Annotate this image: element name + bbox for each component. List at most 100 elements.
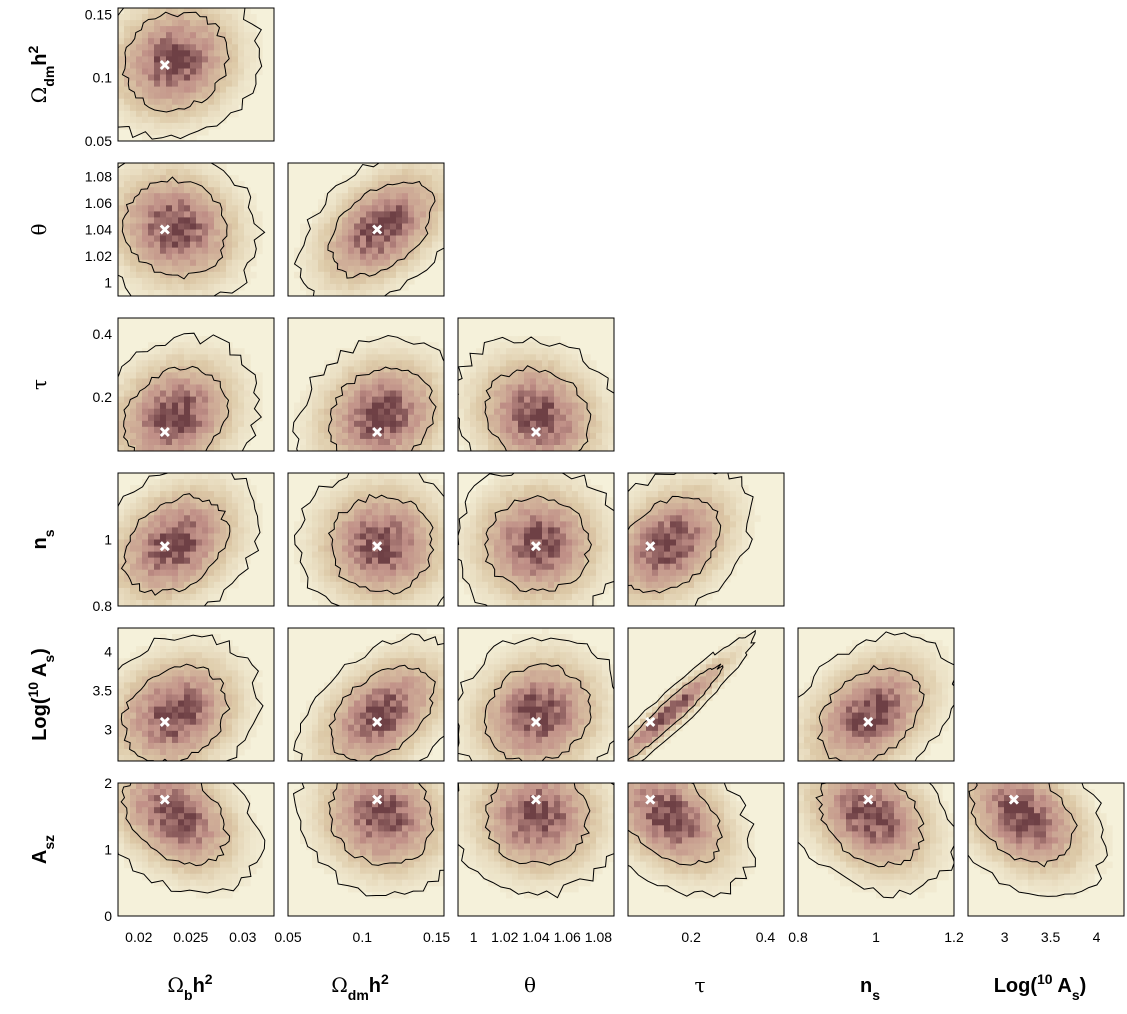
panel-frame	[287, 627, 445, 762]
y-tick-label: 1	[104, 275, 112, 291]
contour-68	[327, 366, 437, 451]
x-axis-label-tau: τ	[694, 973, 705, 997]
y-tick-label: 1.06	[85, 195, 112, 211]
x-tick-label: 0.15	[423, 929, 450, 945]
contour-68	[327, 180, 436, 279]
y-tick-label: 3	[104, 722, 112, 738]
y-tick-label: 1	[104, 532, 112, 548]
panel-log_as-vs-tau	[627, 627, 785, 762]
y-axis-label-log_as: Log(10 As)	[25, 648, 57, 741]
panel-n_s-vs-omega_dm	[287, 472, 445, 607]
fiducial-marker	[530, 541, 542, 552]
panel-a_sz-vs-n_s	[797, 782, 955, 917]
panel-frame	[797, 627, 955, 762]
contour-95	[118, 8, 263, 140]
contour-68	[121, 11, 230, 113]
y-tick-label: 0	[104, 908, 112, 924]
panel-frame	[457, 472, 615, 607]
panel-frame	[117, 7, 275, 142]
panel-a_sz-vs-omega_b	[117, 782, 275, 917]
fiducial-marker	[645, 794, 656, 805]
x-tick-label: 0.025	[173, 929, 208, 945]
contour-68	[484, 365, 592, 451]
contour-68	[628, 783, 723, 866]
panel-theta-vs-omega_b	[117, 162, 275, 297]
y-tick-label: 3.5	[93, 683, 113, 699]
y-tick-label: 0.8	[93, 598, 113, 614]
x-tick-label: 0.1	[353, 929, 373, 945]
x-tick-label: 1.06	[554, 929, 581, 945]
panel-frame	[627, 627, 785, 762]
contour-68	[120, 663, 231, 761]
fiducial-marker	[1008, 794, 1019, 805]
x-tick-label: 0.03	[229, 929, 256, 945]
contour-68	[628, 663, 724, 761]
y-tick-label: 4	[104, 643, 112, 659]
panel-frame	[117, 472, 275, 607]
contour-68	[628, 495, 722, 594]
y-tick-label: 0.4	[93, 326, 113, 342]
contour-68	[123, 365, 230, 451]
y-axis-label-tau: τ	[27, 379, 51, 390]
x-tick-label: 0.4	[756, 929, 776, 945]
contour-95	[458, 336, 614, 451]
panel-n_s-vs-theta	[457, 472, 615, 607]
panel-frame	[287, 317, 445, 452]
x-tick-label: 3.5	[1041, 929, 1061, 945]
contour-68	[327, 493, 435, 595]
x-tick-label: 0.8	[788, 929, 808, 945]
panel-frame	[287, 162, 445, 297]
contour-95	[118, 332, 263, 451]
x-tick-label: 1.2	[944, 929, 964, 945]
fiducial-marker	[863, 716, 874, 727]
contour-68	[815, 783, 925, 868]
contour-68	[120, 493, 231, 596]
fiducial-marker	[530, 794, 542, 805]
contour-95	[798, 783, 954, 899]
y-tick-label: 1.02	[85, 248, 112, 264]
contour-95	[458, 473, 614, 606]
x-tick-label: 0.02	[125, 929, 152, 945]
panel-omega_dm-vs-omega_b	[117, 7, 275, 142]
fiducial-marker	[372, 794, 383, 805]
panel-frame	[117, 317, 275, 452]
panel-log_as-vs-theta	[457, 627, 615, 762]
panel-frame	[117, 162, 275, 297]
contour-68	[120, 783, 231, 867]
x-axis-label-theta: θ	[524, 973, 536, 997]
fiducial-marker	[159, 794, 170, 805]
contour-68	[484, 783, 591, 866]
panel-log_as-vs-omega_dm	[287, 627, 445, 762]
contour-95	[293, 163, 444, 296]
panel-log_as-vs-n_s	[797, 627, 955, 762]
contour-95	[628, 783, 756, 898]
fiducial-marker	[159, 541, 170, 552]
panel-frame	[797, 782, 955, 917]
y-axis-label-omega_dm: Ωdmh2	[25, 45, 57, 103]
contour-95	[118, 783, 266, 894]
x-axis-label-omega_dm: Ωdmh2	[331, 971, 389, 1003]
fiducial-marker	[372, 541, 383, 552]
panel-log_as-vs-omega_b	[117, 627, 275, 762]
y-tick-label: 0.05	[85, 133, 112, 149]
panel-a_sz-vs-log_as	[967, 782, 1125, 917]
contour-95	[118, 634, 264, 761]
x-tick-label: 3	[1001, 929, 1009, 945]
contour-95	[628, 629, 756, 761]
contour-95	[628, 473, 754, 606]
fiducial-marker	[159, 59, 170, 71]
panel-n_s-vs-tau	[627, 472, 785, 607]
x-axis-label-omega_b: Ωbh2	[167, 971, 212, 1003]
y-tick-label: 1.08	[85, 168, 112, 184]
x-tick-label: 4	[1093, 929, 1101, 945]
fiducial-marker	[159, 224, 170, 235]
contour-68	[484, 495, 592, 593]
panel-frame	[287, 472, 445, 607]
contour-95	[292, 783, 444, 897]
panel-tau-vs-omega_dm	[287, 317, 445, 452]
panel-frame	[457, 317, 615, 452]
panel-frame	[457, 782, 615, 917]
fiducial-marker	[530, 426, 542, 438]
x-tick-label: 1.02	[491, 929, 518, 945]
